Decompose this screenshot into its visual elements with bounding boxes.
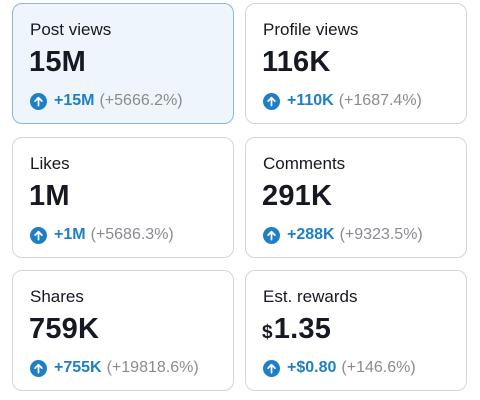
metric-value-number: 116K [262,46,331,78]
metric-value-number: 1M [29,180,70,212]
metric-delta-percent: (+1687.4%) [338,92,422,109]
metric-value: 116K [262,46,331,79]
metric-card-shares[interactable]: Shares 759K +755K (+19818.6%) [12,270,234,391]
metric-delta-absolute: +755K [54,359,102,376]
metric-delta: +110K (+1687.4%) [263,92,422,110]
metric-value-number: 1.35 [273,313,332,345]
metric-delta: +288K (+9323.5%) [263,226,423,244]
arrow-up-circle-icon [30,359,47,377]
metric-value: $1.35 [262,313,331,346]
metric-value: 1M [29,180,70,213]
metric-label: Likes [30,154,70,173]
metric-delta: +$0.80 (+146.6%) [263,359,416,377]
metric-delta-absolute: +15M [54,92,95,109]
metric-label: Profile views [263,20,359,39]
metric-value: 291K [262,180,332,213]
metric-card-likes[interactable]: Likes 1M +1M (+5686.3%) [12,137,234,258]
metric-card-comments[interactable]: Comments 291K +288K (+9323.5%) [245,137,467,258]
metric-delta-absolute: +288K [287,226,335,243]
metric-card-post-views[interactable]: Post views 15M +15M (+5666.2%) [12,3,234,124]
metric-label: Est. rewards [263,287,358,306]
metric-delta-absolute: +1M [54,226,86,243]
metric-delta-percent: (+5686.3%) [90,226,174,243]
metric-delta-percent: (+5666.2%) [99,92,183,109]
metric-value-number: 15M [29,46,87,78]
metric-label: Comments [263,154,346,173]
arrow-up-circle-icon [263,359,280,377]
arrow-up-circle-icon [263,226,280,244]
metric-value-number: 759K [29,313,100,345]
metric-delta-percent: (+146.6%) [341,359,416,376]
metric-delta-percent: (+19818.6%) [106,359,199,376]
metric-card-profile-views[interactable]: Profile views 116K +110K (+1687.4%) [245,3,467,124]
arrow-up-circle-icon [30,226,47,244]
arrow-up-circle-icon [263,92,280,110]
metric-value-number: 291K [262,180,333,212]
metric-delta-absolute: +110K [287,92,334,109]
metric-value: 15M [29,46,86,79]
metric-delta: +15M (+5666.2%) [30,92,183,110]
arrow-up-circle-icon [30,92,47,110]
metric-card-est-rewards[interactable]: Est. rewards $1.35 +$0.80 (+146.6%) [245,270,467,391]
metric-delta: +755K (+19818.6%) [30,359,199,377]
metric-delta-absolute: +$0.80 [287,359,337,376]
metric-label: Post views [30,20,112,39]
metric-value-currency: $ [262,322,273,343]
metric-delta: +1M (+5686.3%) [30,226,174,244]
metric-value: 759K [29,313,99,346]
metric-label: Shares [30,287,84,306]
metric-delta-percent: (+9323.5%) [339,226,423,243]
